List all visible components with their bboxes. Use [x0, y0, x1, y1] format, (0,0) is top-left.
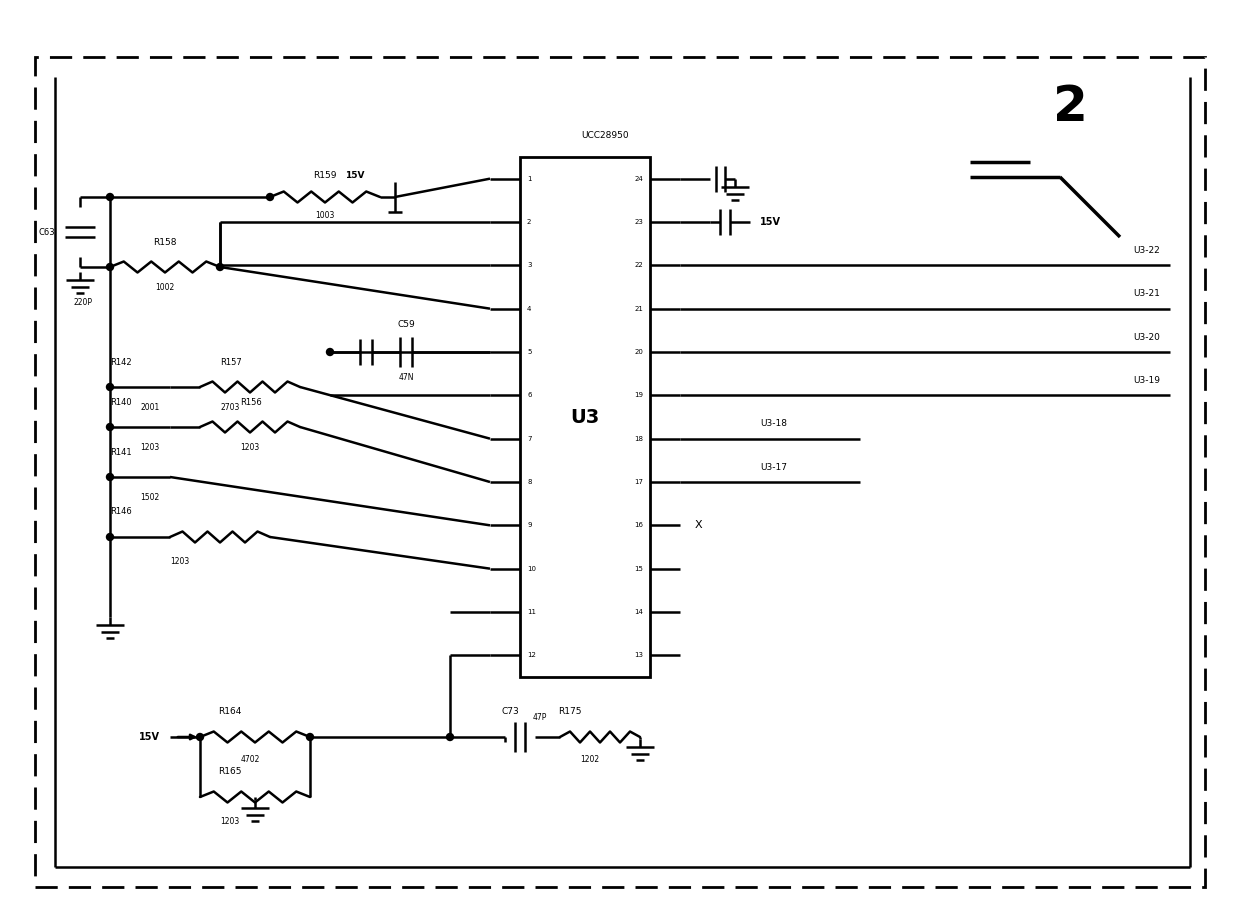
Text: 22: 22	[634, 262, 644, 269]
Text: 1002: 1002	[155, 282, 175, 292]
Circle shape	[196, 734, 203, 741]
Text: 1202: 1202	[580, 755, 600, 764]
Text: 23: 23	[634, 219, 644, 225]
Text: 2001: 2001	[140, 403, 159, 412]
Circle shape	[107, 424, 114, 430]
Text: 2703: 2703	[219, 403, 239, 412]
Bar	[520, 157, 650, 677]
Text: 15V: 15V	[345, 171, 365, 180]
Text: U3-21: U3-21	[1133, 289, 1159, 298]
Text: 15V: 15V	[760, 217, 781, 227]
Text: R140: R140	[110, 397, 131, 406]
Text: U3-22: U3-22	[1133, 246, 1159, 255]
Text: 1: 1	[527, 176, 532, 182]
Text: 18: 18	[634, 436, 644, 442]
Text: 20: 20	[634, 349, 644, 355]
Text: 8: 8	[527, 479, 532, 485]
Text: 21: 21	[634, 305, 644, 312]
Text: U3-18: U3-18	[760, 419, 787, 428]
Text: 4: 4	[527, 305, 532, 312]
Text: 2: 2	[527, 219, 532, 225]
Text: 15: 15	[634, 566, 644, 571]
Circle shape	[326, 348, 334, 356]
Text: 19: 19	[634, 392, 644, 398]
Text: R157: R157	[219, 358, 242, 367]
Text: 6: 6	[527, 392, 532, 398]
Text: U3-19: U3-19	[1133, 376, 1159, 385]
Circle shape	[267, 193, 274, 201]
Text: R165: R165	[218, 768, 242, 777]
Text: 13: 13	[634, 652, 644, 658]
Text: C63: C63	[38, 227, 55, 237]
Text: 1003: 1003	[315, 211, 335, 219]
Text: 10: 10	[527, 566, 536, 571]
Text: 1203: 1203	[140, 443, 159, 451]
Circle shape	[107, 534, 114, 540]
Text: 14: 14	[634, 609, 644, 615]
Text: U3-20: U3-20	[1133, 333, 1159, 341]
Text: 220P: 220P	[73, 297, 93, 306]
Text: 17: 17	[634, 479, 644, 485]
Text: 11: 11	[527, 609, 536, 615]
Circle shape	[446, 734, 454, 741]
Text: R141: R141	[110, 447, 131, 457]
Text: 1203: 1203	[241, 443, 259, 451]
Text: R164: R164	[218, 708, 242, 716]
Text: 5: 5	[527, 349, 532, 355]
Text: 9: 9	[527, 523, 532, 528]
Circle shape	[107, 263, 114, 271]
Text: 1203: 1203	[221, 817, 239, 826]
Text: 2: 2	[1053, 83, 1087, 131]
Text: R175: R175	[558, 708, 582, 716]
Circle shape	[217, 263, 223, 271]
Text: R159: R159	[314, 171, 337, 180]
Text: U3-17: U3-17	[760, 462, 787, 471]
Text: R146: R146	[110, 507, 131, 516]
Text: 7: 7	[527, 436, 532, 442]
Text: U3: U3	[570, 407, 600, 426]
Text: 12: 12	[527, 652, 536, 658]
Text: 47N: 47N	[398, 372, 414, 381]
Text: X: X	[694, 520, 703, 530]
Text: 15V: 15V	[139, 732, 160, 742]
Text: 1203: 1203	[170, 558, 190, 567]
Text: C59: C59	[397, 319, 415, 328]
Text: R156: R156	[241, 397, 262, 406]
Text: 16: 16	[634, 523, 644, 528]
Text: R158: R158	[154, 238, 177, 247]
Text: 47P: 47P	[533, 713, 547, 722]
Text: 24: 24	[634, 176, 644, 182]
Text: UCC28950: UCC28950	[582, 130, 629, 139]
Circle shape	[107, 193, 114, 201]
Text: C73: C73	[501, 708, 518, 716]
Circle shape	[107, 383, 114, 391]
Text: 3: 3	[527, 262, 532, 269]
Circle shape	[107, 473, 114, 481]
Text: R142: R142	[110, 358, 131, 367]
Text: 1502: 1502	[140, 492, 159, 502]
Circle shape	[306, 734, 314, 741]
Text: 4702: 4702	[241, 755, 259, 764]
